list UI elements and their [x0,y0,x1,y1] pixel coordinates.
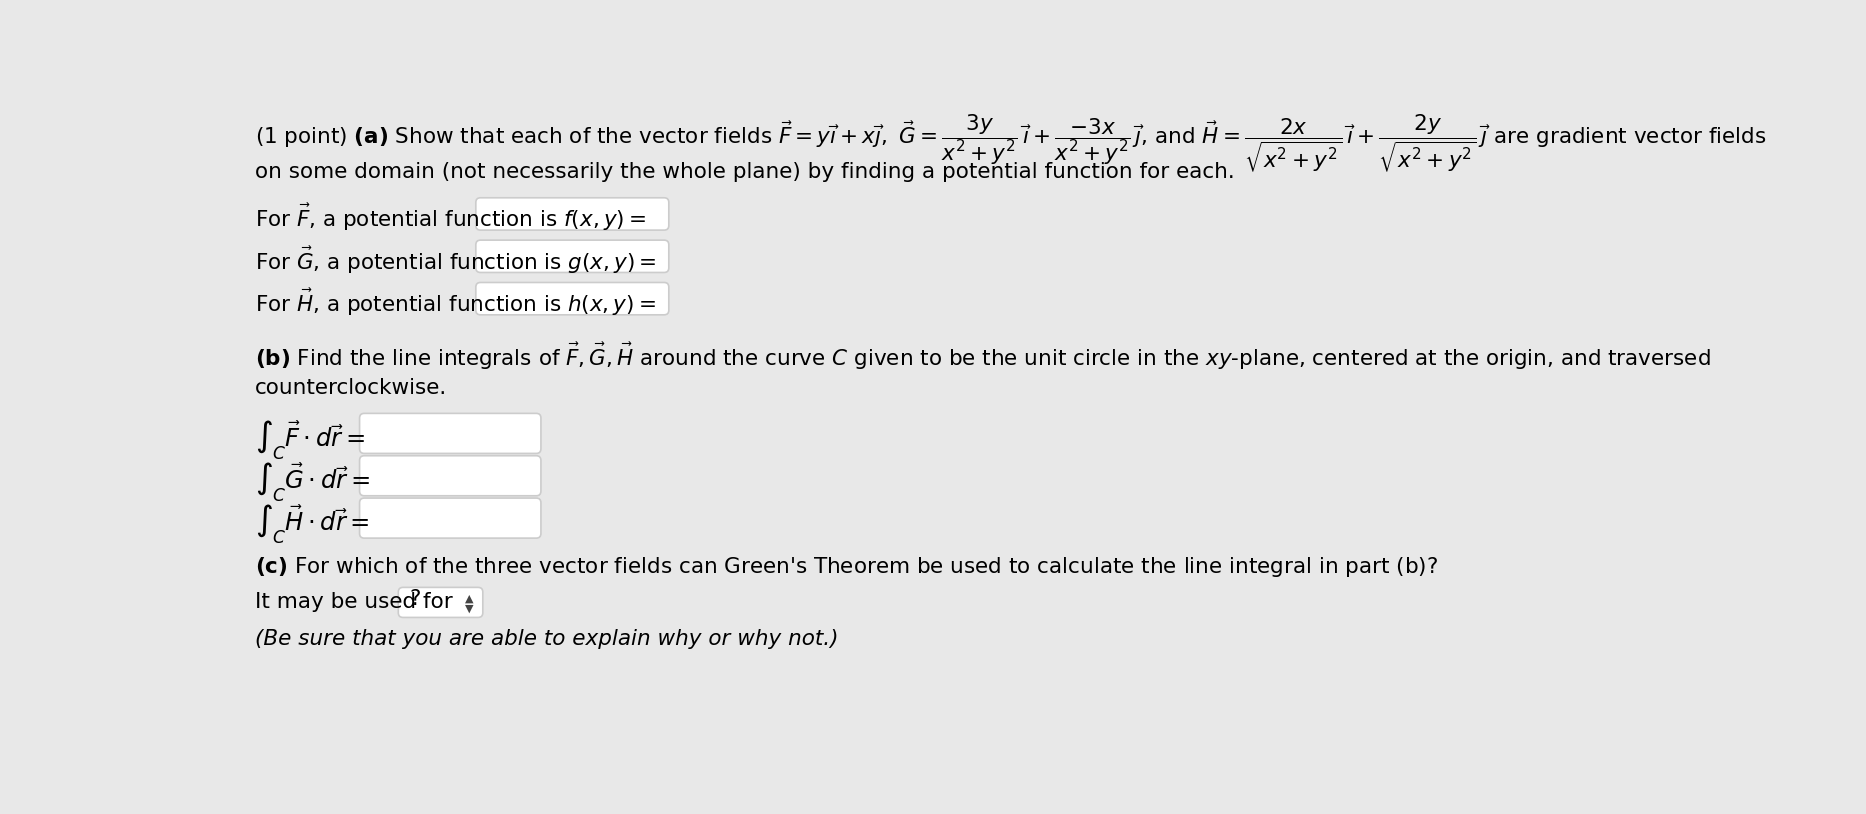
FancyBboxPatch shape [360,498,541,538]
Text: $\int_C \vec{G} \cdot d\vec{r} =$: $\int_C \vec{G} \cdot d\vec{r} =$ [256,461,369,504]
FancyBboxPatch shape [360,456,541,496]
FancyBboxPatch shape [397,588,483,618]
Text: (Be sure that you are able to explain why or why not.): (Be sure that you are able to explain wh… [256,629,838,649]
Text: For $\vec{F}$, a potential function is $f(x, y) =$: For $\vec{F}$, a potential function is $… [256,203,646,234]
Text: (1 point) $\mathbf{(a)}$ Show that each of the vector fields $\vec{F} = y\vec{\i: (1 point) $\mathbf{(a)}$ Show that each … [256,112,1767,173]
Text: For $\vec{G}$, a potential function is $g(x, y) =$: For $\vec{G}$, a potential function is $… [256,245,657,276]
Text: on some domain (not necessarily the whole plane) by finding a potential function: on some domain (not necessarily the whol… [256,162,1235,182]
FancyBboxPatch shape [476,282,668,315]
Text: $\mathbf{(b)}$ Find the line integrals of $\vec{F}, \vec{G}, \vec{H}$ around the: $\mathbf{(b)}$ Find the line integrals o… [256,341,1711,372]
Text: ▲: ▲ [465,593,474,603]
Text: ▼: ▼ [465,604,474,614]
FancyBboxPatch shape [476,198,668,230]
Text: $\int_C \vec{F} \cdot d\vec{r} =$: $\int_C \vec{F} \cdot d\vec{r} =$ [256,418,366,462]
Text: $\int_C \vec{H} \cdot d\vec{r} =$: $\int_C \vec{H} \cdot d\vec{r} =$ [256,503,369,546]
Text: counterclockwise.: counterclockwise. [256,378,448,398]
FancyBboxPatch shape [360,414,541,453]
Text: It may be used for: It may be used for [256,592,453,612]
Text: $\mathbf{(c)}$ For which of the three vector fields can Green's Theorem be used : $\mathbf{(c)}$ For which of the three ve… [256,555,1439,579]
Text: For $\vec{H}$, a potential function is $h(x, y) =$: For $\vec{H}$, a potential function is $… [256,287,657,318]
FancyBboxPatch shape [476,240,668,273]
Text: ?: ? [409,589,420,610]
